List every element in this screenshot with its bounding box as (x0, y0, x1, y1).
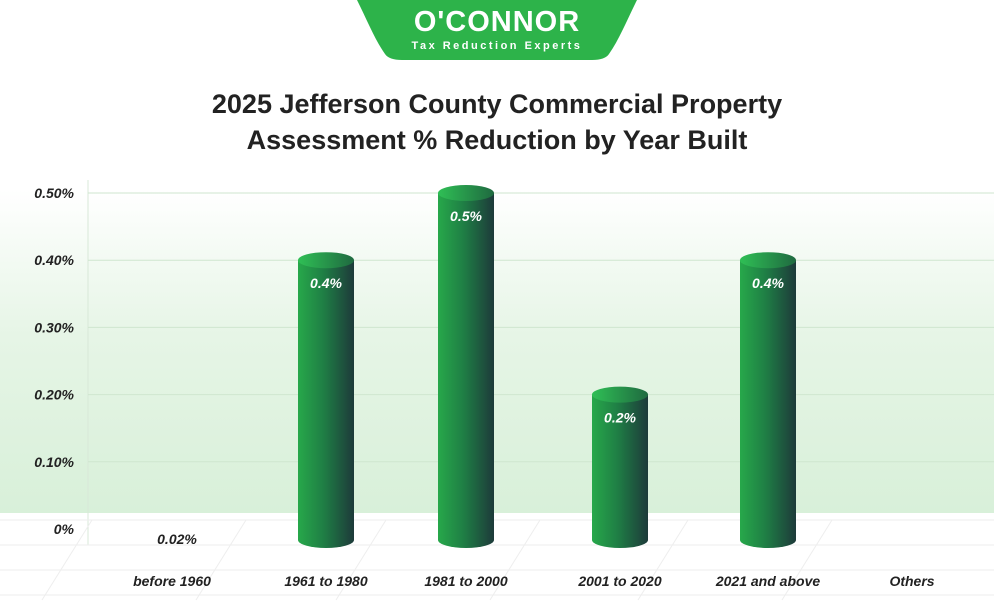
floor-gridline (195, 519, 247, 601)
bar (438, 185, 494, 548)
bar-body (592, 394, 648, 548)
y-tick-label: 0.40% (34, 252, 74, 268)
x-tick-label: 1981 to 2000 (424, 573, 507, 589)
bar-top (592, 386, 648, 403)
floor-gridline (335, 519, 387, 601)
bar-top (298, 252, 354, 269)
y-tick-label: 0.20% (34, 387, 74, 403)
y-tick-label: 0.30% (34, 319, 74, 335)
floor-gridline (637, 519, 689, 601)
chart-title: 2025 Jefferson County Commercial Propert… (0, 86, 994, 158)
bar (592, 386, 648, 548)
x-tick-label: 1961 to 1980 (284, 573, 367, 589)
floor-gridline (489, 519, 541, 601)
data-label: 0.5% (450, 208, 482, 224)
floor-gridline (781, 519, 833, 601)
bar-body (740, 260, 796, 548)
y-tick-label: 0.10% (34, 454, 74, 470)
title-line-2: Assessment % Reduction by Year Built (246, 125, 748, 155)
x-tick-label: Others (889, 573, 934, 589)
data-label: 0.4% (752, 275, 784, 291)
bar-top (740, 252, 796, 269)
bar-body (298, 260, 354, 548)
plot-background (0, 190, 994, 513)
title-line-1: 2025 Jefferson County Commercial Propert… (211, 89, 783, 119)
y-tick-label: 0.50% (34, 185, 74, 201)
data-label: 0.4% (310, 275, 342, 291)
data-label: 0.2% (604, 410, 636, 426)
data-label: 0.02% (157, 531, 197, 547)
logo-banner (357, 0, 637, 60)
bar-top (438, 185, 494, 201)
x-tick-label: 2021 and above (715, 573, 820, 589)
bar-body (438, 193, 494, 548)
bar (298, 252, 354, 548)
x-tick-label: before 1960 (133, 573, 211, 589)
y-tick-label: 0% (54, 521, 75, 537)
logo-tagline: Tax Reduction Experts (411, 40, 583, 52)
floor-gridline (41, 519, 93, 601)
bar (740, 252, 796, 548)
x-tick-label: 2001 to 2020 (577, 573, 661, 589)
logo-name: O'CONNOR (413, 6, 581, 38)
